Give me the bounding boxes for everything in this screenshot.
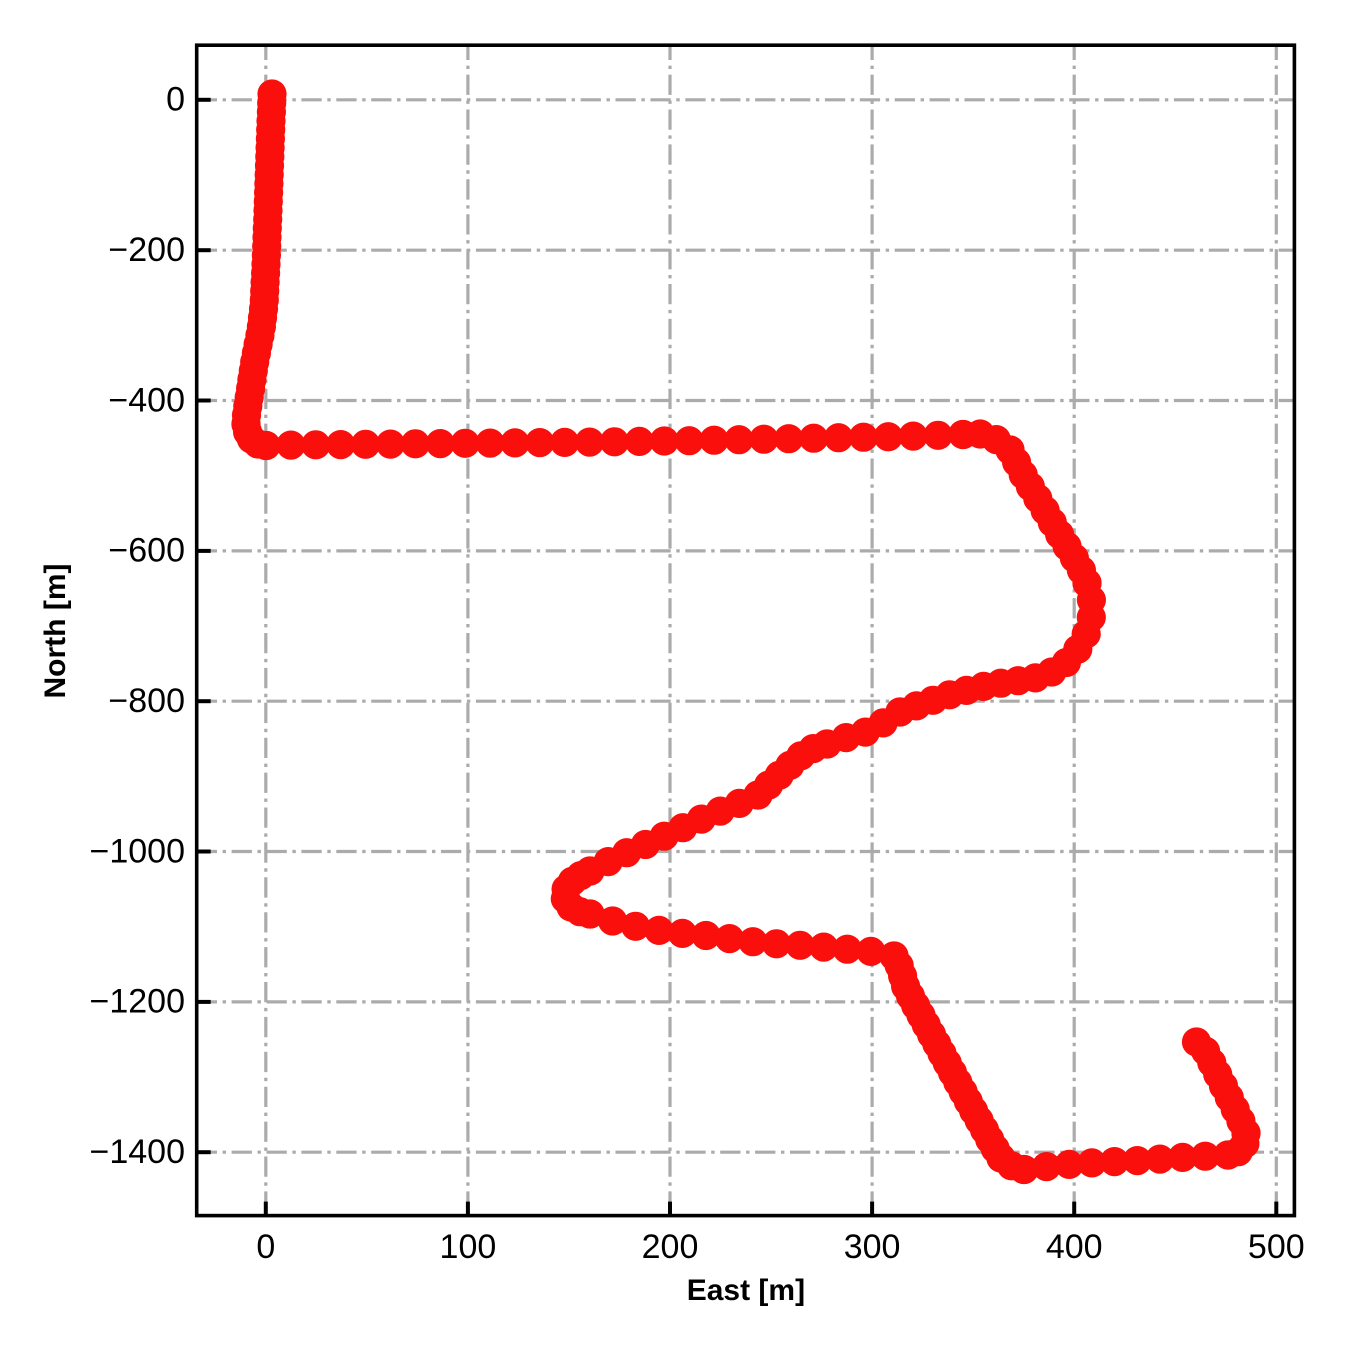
svg-text:200: 200 bbox=[642, 1228, 699, 1266]
svg-text:300: 300 bbox=[844, 1228, 901, 1266]
svg-text:−400: −400 bbox=[108, 381, 185, 419]
svg-text:400: 400 bbox=[1046, 1228, 1103, 1266]
svg-text:−200: −200 bbox=[108, 231, 185, 269]
svg-text:East [m]: East [m] bbox=[687, 1274, 805, 1307]
svg-text:−1400: −1400 bbox=[90, 1133, 186, 1171]
svg-text:North [m]: North [m] bbox=[39, 564, 72, 699]
svg-text:−800: −800 bbox=[108, 682, 185, 720]
svg-text:0: 0 bbox=[166, 81, 185, 119]
svg-text:−600: −600 bbox=[108, 532, 185, 570]
svg-text:−1000: −1000 bbox=[90, 832, 186, 870]
svg-text:0: 0 bbox=[256, 1228, 275, 1266]
svg-text:100: 100 bbox=[440, 1228, 497, 1266]
svg-text:−1200: −1200 bbox=[90, 983, 186, 1021]
svg-text:500: 500 bbox=[1248, 1228, 1305, 1266]
